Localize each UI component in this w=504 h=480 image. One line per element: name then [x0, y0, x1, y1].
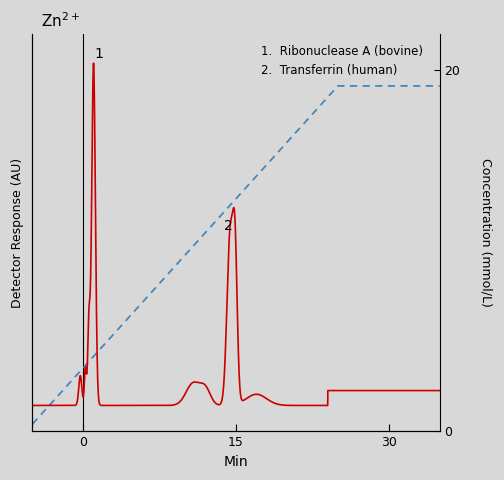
- Text: 1: 1: [94, 48, 103, 61]
- Y-axis label: Detector Response (AU): Detector Response (AU): [11, 157, 24, 308]
- Text: Zn$^{2+}$: Zn$^{2+}$: [41, 11, 80, 30]
- X-axis label: Min: Min: [224, 455, 248, 469]
- Y-axis label: Concentration (mmol/L): Concentration (mmol/L): [480, 158, 493, 307]
- Text: 1.  Ribonuclease A (bovine)
2.  Transferrin (human): 1. Ribonuclease A (bovine) 2. Transferri…: [261, 46, 422, 77]
- Text: 2: 2: [224, 218, 233, 233]
